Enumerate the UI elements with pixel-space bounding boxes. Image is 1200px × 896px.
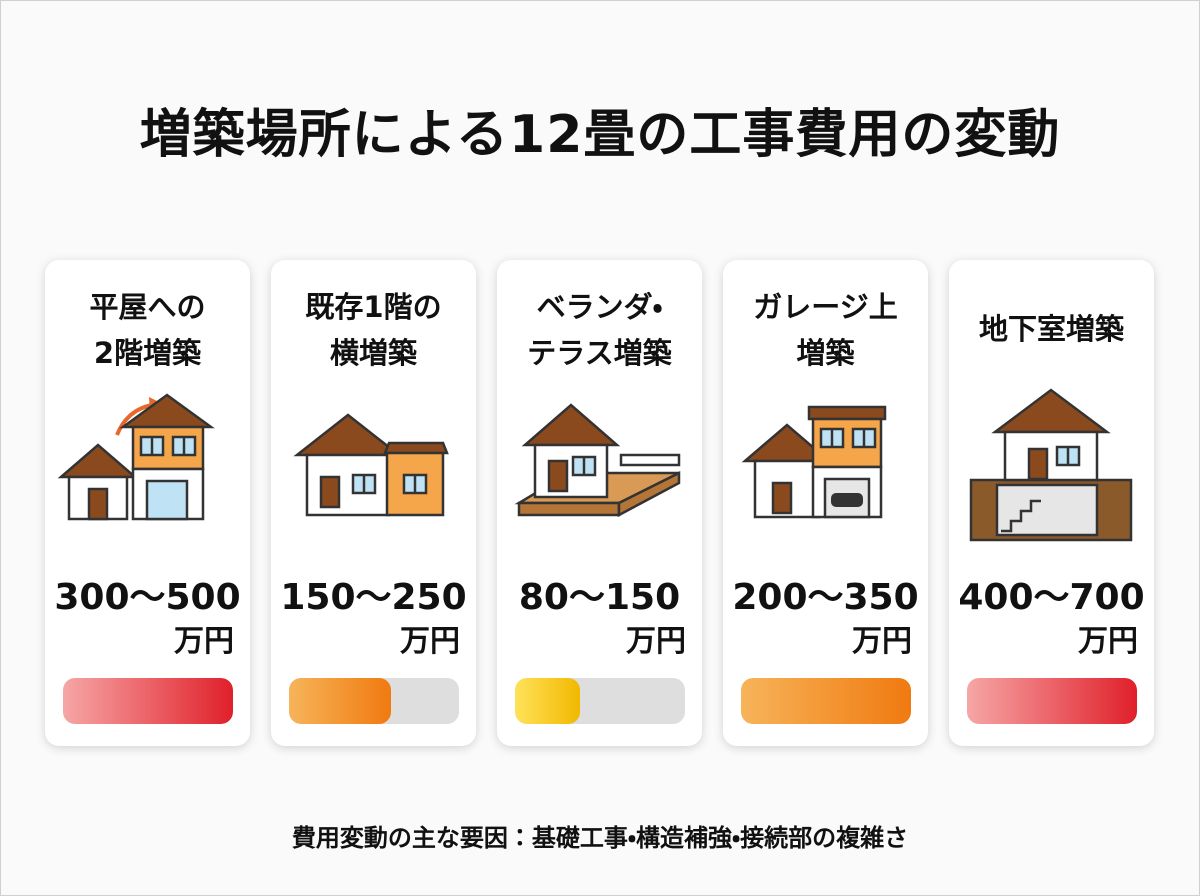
cost-bar-fill <box>741 678 911 724</box>
cost-unit: 万円 <box>626 624 686 659</box>
cost-range: 300〜500 <box>54 577 241 618</box>
card-title-line: 2階増築 <box>93 336 202 370</box>
cost-range: 400〜700 <box>958 577 1145 618</box>
card-title-line: ベランダ・ <box>536 290 663 324</box>
card-title-line: 増築 <box>796 336 855 370</box>
card-title: 平屋への 2階増築 <box>45 284 250 376</box>
cost-range: 80〜150 <box>518 577 681 618</box>
house-icon <box>57 393 215 521</box>
cost-bar-fill <box>63 678 233 724</box>
cost-range: 200〜350 <box>732 577 919 618</box>
card-title-line: 既存1階の <box>305 290 442 324</box>
card-title-line: 平屋への <box>89 290 206 324</box>
footer: 費用変動の主な要因：基礎工事・構造補強・接続部の複雑さ <box>291 824 909 852</box>
house-icon <box>741 405 887 519</box>
cost-bar-fill <box>515 678 580 724</box>
cost-range: 150〜250 <box>280 577 467 618</box>
card: 既存1階の横増築 150〜250 万円 <box>271 260 476 746</box>
cost-unit: 万円 <box>1078 624 1138 659</box>
cost-bar <box>63 678 233 724</box>
card-title-line: 横増築 <box>329 336 417 370</box>
cost-bar-fill <box>967 678 1137 724</box>
card: ガレージ上増築 200〜350 万円 <box>723 260 928 746</box>
card: ベランダ・テラス増築 80〜150 万円 <box>497 260 702 746</box>
card-title: 地下室増築 <box>949 306 1154 352</box>
card-title-line: ガレージ上 <box>753 290 898 324</box>
house-icon <box>293 413 449 517</box>
house-icon <box>514 403 681 518</box>
cost-unit: 万円 <box>852 624 912 659</box>
cost-bar <box>289 678 459 724</box>
card-title: 既存1階の横増築 <box>271 284 476 376</box>
card-title-line: 地下室増築 <box>978 312 1124 346</box>
cost-unit: 万円 <box>400 624 460 659</box>
cost-bar <box>967 678 1137 724</box>
card-title: ガレージ上 増築 <box>723 284 928 376</box>
cost-unit: 万円 <box>174 624 234 659</box>
title: 増築場所による12畳の工事費用の変動 <box>139 105 1061 165</box>
card-title: ベランダ・テラス増築 <box>497 284 702 376</box>
cost-bar <box>741 678 911 724</box>
card: 地下室増築 400〜700 万円 <box>949 260 1154 746</box>
house-icon <box>969 388 1133 542</box>
card-title-line: テラス増築 <box>527 336 672 370</box>
cost-bar <box>515 678 685 724</box>
cost-bar-fill <box>289 678 391 724</box>
card: 平屋への 2階増築 300〜500 万円 <box>45 260 250 746</box>
